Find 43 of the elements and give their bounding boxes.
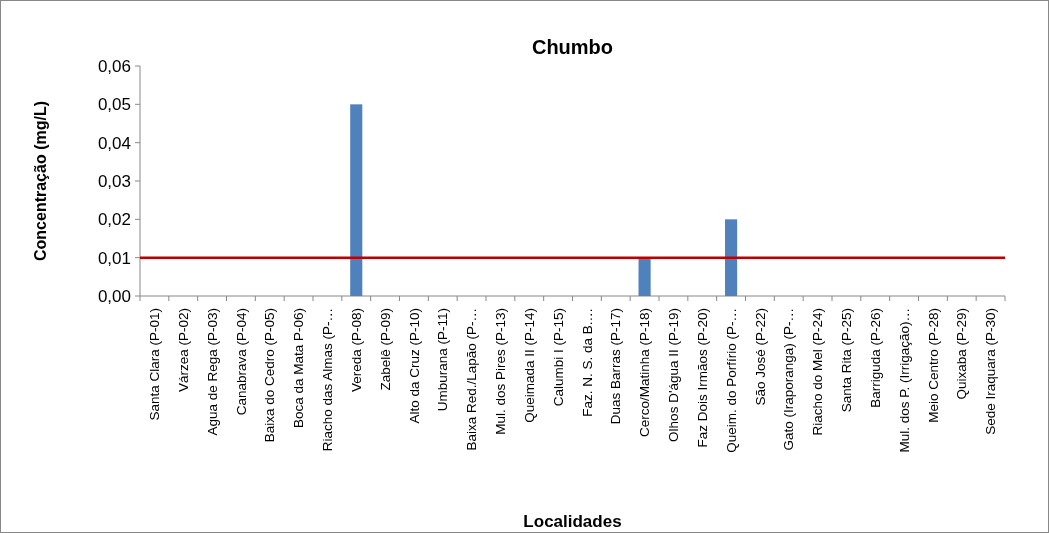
- x-tick-label: Alto da Cruz (P-10): [406, 308, 422, 424]
- x-tick-label: Boca da Mata P-06): [291, 308, 307, 429]
- x-tick-label: Zabelê (P-09): [377, 308, 393, 391]
- x-tick-label: Quixaba (P-29): [954, 308, 970, 400]
- x-tick-label: Vereda (P-08): [348, 308, 364, 393]
- y-tick-label: 0,02: [97, 210, 131, 230]
- bar: [350, 104, 363, 296]
- x-tick-label: Sede Iraquara (P-30): [983, 308, 999, 435]
- y-tick-label: 0,05: [97, 95, 131, 115]
- x-tick-label: Umburana (P-11): [435, 308, 451, 412]
- y-tick-label: 0,04: [97, 133, 131, 153]
- bar: [725, 219, 738, 296]
- x-tick-label: Mul. dos P. (Irrigação)…: [896, 308, 912, 453]
- y-tick-label: 0,00: [97, 286, 131, 306]
- chart-title: Chumbo: [531, 36, 614, 58]
- x-tick-label: Cerco/Matinha (P-18): [637, 308, 653, 438]
- x-tick-label: Mul. dos Pires (P-13): [493, 308, 509, 435]
- y-tick-label: 0,03: [97, 171, 131, 191]
- x-tick-label: Agua de Rega (P-03): [204, 308, 220, 436]
- y-tick-label: 0,06: [97, 56, 131, 76]
- x-tick-label: Gato (Iraporanga) (P-…: [781, 308, 797, 451]
- x-tick-label: Várzea (P-02): [175, 308, 191, 393]
- x-tick-label: Queimada II (P-14): [521, 308, 537, 423]
- x-tick-label: Baixa do Cedro (P-05): [262, 308, 278, 443]
- x-tick-label: Baixa Red./Lapão (P-…: [464, 308, 480, 451]
- x-tick-label: Barriguda (P-26): [867, 308, 883, 408]
- y-tick-label: 0,01: [97, 248, 131, 268]
- y-axis-title: Concentração (mg/L): [32, 100, 49, 262]
- x-tick-label: Santa Rita (P-25): [839, 308, 855, 413]
- x-tick-label: Faz Dois Irmãos (P-20): [694, 308, 710, 448]
- x-tick-label: Canabrava (P-04): [233, 308, 249, 416]
- x-tick-label: Riacho das Almas (P-…: [320, 308, 336, 452]
- x-tick-label: Faz. N. S. da B.…: [579, 308, 595, 417]
- x-axis-title: Localidades: [523, 512, 622, 531]
- x-tick-label: Olhos D'água II (P-19): [666, 308, 682, 442]
- x-tick-label: Duas Barras (P-17): [608, 308, 624, 425]
- x-tick-label: Queim. do Porfírio (P-…: [723, 308, 739, 453]
- x-tick-label: Meio Centro (P-28): [925, 308, 941, 423]
- x-tick-label: Calumbi I (P-15): [550, 308, 566, 407]
- x-tick-label: Santa Clara (P-01): [147, 308, 163, 421]
- x-tick-label: Riacho do Mel (P-24): [810, 308, 826, 436]
- bar: [638, 257, 651, 296]
- x-tick-label: São José (P-22): [752, 308, 768, 406]
